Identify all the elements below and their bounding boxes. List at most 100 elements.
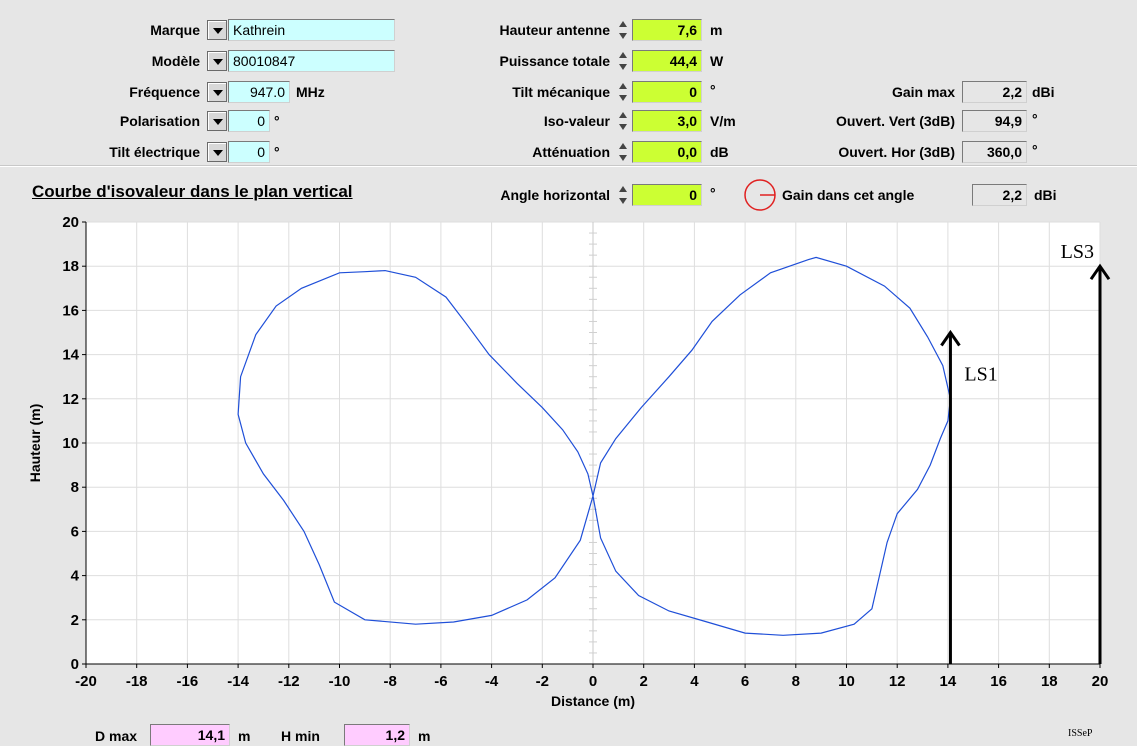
- hauteur-antenne-label: Hauteur antenne: [499, 22, 610, 38]
- attenuation-unit: dB: [710, 144, 729, 160]
- polarisation-label: Polarisation: [119, 113, 200, 129]
- dmax-unit: m: [238, 728, 251, 744]
- tilt-mecanique-field[interactable]: 0: [632, 81, 702, 103]
- angle-horizontal-field[interactable]: 0: [632, 184, 702, 206]
- isovalue-curve-right: [592, 256, 952, 636]
- modele-field[interactable]: 80010847: [228, 50, 395, 72]
- hauteur-antenne-field[interactable]: 7,6: [632, 19, 702, 41]
- x-tick-label: 16: [990, 673, 1007, 690]
- y-tick-label: 18: [62, 258, 79, 275]
- iso-valeur-label: Iso-valeur: [543, 113, 610, 129]
- x-tick-label: 0: [589, 673, 597, 690]
- x-tick-label: -18: [126, 673, 148, 690]
- x-tick-label: -10: [329, 673, 351, 690]
- ouvert-hor-unit: °: [1032, 142, 1038, 158]
- angle-indicator-icon: [744, 179, 776, 211]
- y-tick-label: 12: [62, 391, 79, 408]
- ouvert-vert-label: Ouvert. Vert (3dB): [835, 113, 955, 129]
- attenuation-spinner[interactable]: [618, 141, 628, 163]
- x-tick-label: 8: [792, 673, 800, 690]
- tilt-mecanique-unit: °: [710, 82, 716, 98]
- x-tick-label: -2: [536, 673, 549, 690]
- puissance-totale-spinner[interactable]: [618, 50, 628, 72]
- hmin-label: H min: [281, 728, 320, 744]
- y-tick-label: 0: [71, 656, 79, 673]
- hmin-unit: m: [418, 728, 431, 744]
- x-tick-label: 10: [838, 673, 855, 690]
- y-tick-label: 4: [71, 568, 80, 585]
- gain-max-value: 2,2: [962, 81, 1027, 103]
- dmax-label: D max: [95, 728, 138, 744]
- tilt-electrique-label: Tilt électrique: [109, 144, 200, 160]
- y-tick-label: 10: [62, 435, 79, 452]
- x-tick-label: 20: [1092, 673, 1109, 690]
- x-tick-label: -8: [384, 673, 397, 690]
- isovalue-curve-left: [237, 269, 594, 625]
- x-tick-label: 6: [741, 673, 749, 690]
- brand-label: ISSeP: [1068, 728, 1093, 739]
- modele-label: Modèle: [151, 53, 200, 69]
- iso-valeur-unit: V/m: [710, 113, 736, 129]
- ouvert-hor-value: 360,0: [962, 141, 1027, 163]
- angle-horizontal-label: Angle horizontal: [500, 187, 610, 203]
- annotation-label: LS1: [964, 364, 997, 386]
- x-tick-label: 2: [640, 673, 648, 690]
- y-tick-label: 16: [62, 302, 79, 319]
- angle-horizontal-unit: °: [710, 185, 716, 201]
- gain-angle-value: 2,2: [972, 184, 1027, 206]
- x-tick-label: -12: [278, 673, 300, 690]
- y-tick-label: 14: [62, 347, 79, 364]
- frequence-field[interactable]: 947.0: [228, 81, 290, 103]
- dmax-value: 14,1: [150, 724, 230, 746]
- x-tick-label: -6: [434, 673, 447, 690]
- x-tick-label: 18: [1041, 673, 1058, 690]
- puissance-totale-label: Puissance totale: [499, 53, 611, 69]
- x-tick-label: 12: [889, 673, 906, 690]
- marque-label: Marque: [150, 22, 200, 38]
- iso-valeur-spinner[interactable]: [618, 110, 628, 132]
- annotation-label: LS3: [1061, 241, 1094, 263]
- tilt-electrique-field[interactable]: 0: [228, 141, 270, 163]
- x-tick-label: -20: [75, 673, 97, 690]
- gain-max-label: Gain max: [891, 84, 955, 100]
- isovalue-chart: -20 -18 -16 -14 -12 -10 -8 -6 -4 -2 0 2 4 6 8 10 12 14 16 1…: [27, 214, 1111, 709]
- iso-valeur-field[interactable]: 3,0: [632, 110, 702, 132]
- puissance-totale-field[interactable]: 44,4: [632, 50, 702, 72]
- x-tick-label: 14: [940, 673, 957, 690]
- annotation-arrow-head: [940, 329, 961, 347]
- x-tick-label: 4: [690, 673, 699, 690]
- x-tick-label: -4: [485, 673, 499, 690]
- polarisation-dropdown-button[interactable]: [207, 111, 227, 131]
- hauteur-antenne-unit: m: [710, 22, 723, 38]
- modele-dropdown-button[interactable]: [207, 51, 227, 71]
- frequence-unit: MHz: [296, 84, 325, 100]
- y-tick-label: 8: [71, 479, 79, 496]
- gain-angle-unit: dBi: [1034, 187, 1057, 203]
- ouvert-vert-unit: °: [1032, 111, 1038, 127]
- y-tick-label: 20: [62, 214, 79, 231]
- puissance-totale-unit: W: [710, 53, 724, 69]
- x-tick-label: -16: [177, 673, 199, 690]
- attenuation-label: Atténuation: [532, 144, 610, 160]
- gain-angle-label: Gain dans cet angle: [782, 187, 915, 203]
- attenuation-field[interactable]: 0,0: [632, 141, 702, 163]
- ouvert-hor-label: Ouvert. Hor (3dB): [838, 144, 955, 160]
- marque-dropdown-button[interactable]: [207, 20, 227, 40]
- hauteur-antenne-spinner[interactable]: [618, 19, 628, 41]
- angle-horizontal-spinner[interactable]: [618, 184, 628, 206]
- polarisation-field[interactable]: 0: [228, 110, 270, 132]
- tilt-mecanique-label: Tilt mécanique: [512, 84, 610, 100]
- y-tick-label: 2: [71, 612, 79, 629]
- separator: [0, 165, 1137, 167]
- tilt-mecanique-spinner[interactable]: [618, 81, 628, 103]
- y-axis-title: Hauteur (m): [27, 404, 43, 483]
- hmin-value: 1,2: [344, 724, 410, 746]
- gain-max-unit: dBi: [1032, 84, 1055, 100]
- marque-field[interactable]: Kathrein: [228, 19, 395, 41]
- tilt-electrique-dropdown-button[interactable]: [207, 142, 227, 162]
- annotation-arrow-head: [1089, 263, 1111, 281]
- tilt-electrique-unit: °: [274, 144, 280, 160]
- frequence-label: Fréquence: [129, 84, 200, 100]
- polarisation-unit: °: [274, 113, 280, 129]
- frequence-dropdown-button[interactable]: [207, 82, 227, 102]
